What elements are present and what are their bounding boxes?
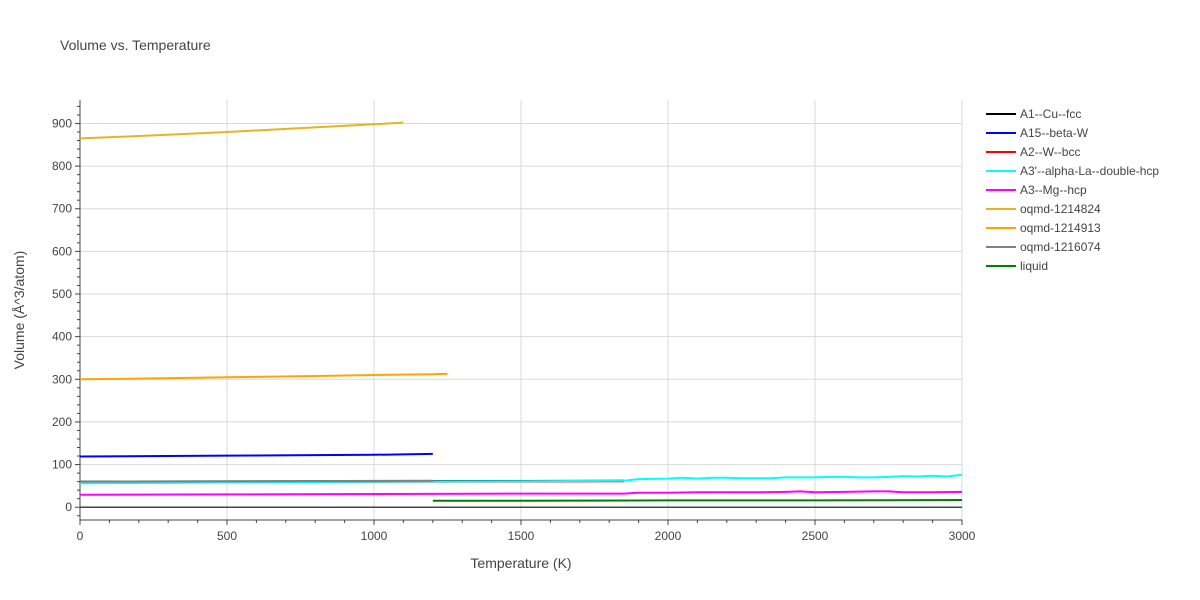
- chart-title: Volume vs. Temperature: [60, 37, 211, 53]
- legend-item[interactable]: A3'--alpha-La--double-hcp: [986, 164, 1159, 178]
- series-layer: [79, 121, 963, 502]
- x-tick-label: 0: [77, 529, 84, 543]
- series-line-4: [79, 490, 963, 496]
- legend-label: A2--W--bcc: [1020, 145, 1080, 159]
- legend-item[interactable]: oqmd-1214824: [986, 202, 1101, 216]
- legend-item[interactable]: A1--Cu--fcc: [986, 107, 1081, 121]
- legend-label: oqmd-1216074: [1020, 240, 1101, 254]
- series-line-5: [79, 121, 404, 140]
- x-tick-label: 500: [217, 529, 237, 543]
- legend-label: oqmd-1214824: [1020, 202, 1101, 216]
- x-tick-label: 2000: [655, 529, 682, 543]
- y-tick-label: 500: [52, 287, 72, 301]
- y-tick-label: 200: [52, 415, 72, 429]
- legend-item[interactable]: A3--Mg--hcp: [986, 183, 1087, 197]
- legend-label: A15--beta-W: [1020, 126, 1089, 140]
- series-line-3: [79, 473, 963, 485]
- y-tick-label: 800: [52, 159, 72, 173]
- tick-label-layer: 0 500 1000 1500 2000 2500 3000 0 100 200 300 400 500…: [52, 116, 976, 543]
- series-line-6: [79, 372, 448, 381]
- legend-label: A3'--alpha-La--double-hcp: [1020, 164, 1159, 178]
- legend-item[interactable]: oqmd-1216074: [986, 240, 1101, 254]
- x-tick-label: 3000: [949, 529, 976, 543]
- series-line-8: [432, 499, 963, 502]
- y-tick-label: 700: [52, 202, 72, 216]
- legend-item[interactable]: liquid: [986, 259, 1048, 273]
- legend-label: liquid: [1020, 259, 1048, 273]
- grid-layer: [79, 100, 963, 520]
- legend-item[interactable]: oqmd-1214913: [986, 221, 1101, 235]
- legend-item[interactable]: A15--beta-W: [986, 126, 1089, 140]
- axis-layer: [75, 100, 963, 525]
- y-tick-label: 100: [52, 458, 72, 472]
- legend[interactable]: A1--Cu--fcc A15--beta-W A2--W--bcc A3'--alp…: [986, 107, 1159, 273]
- x-tick-label: 1500: [508, 529, 535, 543]
- series-line-7: [79, 479, 433, 483]
- x-axis-title: Temperature (K): [470, 555, 571, 571]
- series-line-1: [79, 452, 433, 458]
- y-tick-label: 300: [52, 372, 72, 386]
- y-tick-label: 900: [52, 116, 72, 130]
- legend-item[interactable]: A2--W--bcc: [986, 145, 1080, 159]
- y-tick-label: 600: [52, 244, 72, 258]
- legend-label: A1--Cu--fcc: [1020, 107, 1081, 121]
- y-tick-label: 400: [52, 330, 72, 344]
- legend-label: oqmd-1214913: [1020, 221, 1101, 235]
- x-tick-label: 1000: [361, 529, 388, 543]
- x-tick-label: 2500: [802, 529, 829, 543]
- legend-label: A3--Mg--hcp: [1020, 183, 1087, 197]
- y-tick-label: 0: [65, 500, 72, 514]
- y-axis-title: Volume (Å^3/atom): [11, 251, 27, 370]
